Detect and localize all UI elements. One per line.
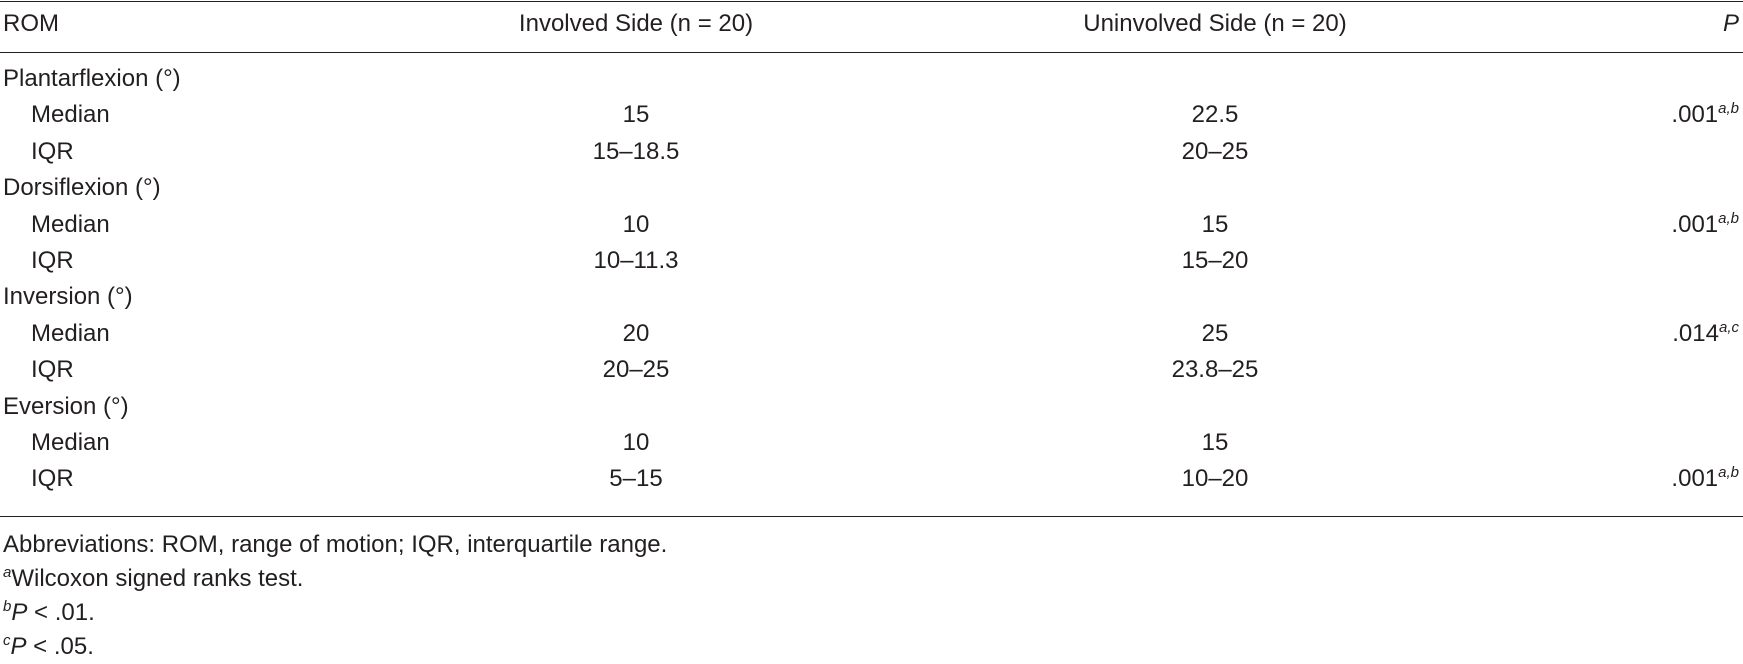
footnote-text: Abbreviations: ROM, range of motion; IQR… (3, 531, 668, 558)
group-label: Plantarflexion (°) (3, 65, 181, 92)
header-cell: Involved Side (n = 20) (518, 10, 754, 37)
row-label: IQR (31, 247, 74, 274)
group-label: Dorsiflexion (°) (3, 174, 161, 202)
group-label: Eversion (°) (3, 392, 129, 420)
p-number: .001 (1671, 465, 1719, 493)
row-label: Median (31, 210, 110, 238)
uninvolved-value: 25 (1201, 319, 1229, 347)
footnote: Abbreviations: ROM, range of motion; IQR… (3, 531, 667, 559)
footnote-text: < .05. (26, 633, 94, 660)
p-value: .001a,b (1671, 211, 1739, 239)
uninvolved-value: 22.5 (1191, 101, 1239, 129)
p-number: .014 (1672, 319, 1719, 347)
involved-value: 10 (622, 210, 650, 238)
rule (0, 516, 1743, 517)
row-label: Median (31, 429, 110, 456)
row-label: Median (31, 319, 110, 347)
footnote-marker: b (3, 598, 12, 615)
involved-value: 15 (622, 101, 650, 129)
header-cell: Uninvolved Side (n = 20) (1083, 10, 1347, 37)
group-label: Inversion (°) (3, 283, 133, 311)
involved-value: 20 (622, 319, 650, 347)
p-note: a,b (1718, 209, 1739, 227)
row-label: IQR (31, 137, 74, 165)
row-label: IQR (31, 465, 74, 493)
involved-value: 10 (622, 429, 650, 456)
uninvolved-value: 20–25 (1181, 137, 1249, 165)
footnote-marker: c (3, 632, 11, 649)
p-value: .014a,c (1672, 320, 1739, 348)
uninvolved-value: 15–20 (1181, 247, 1249, 274)
p-note: a,b (1718, 100, 1739, 118)
involved-value: 10–11.3 (593, 247, 679, 274)
header-cell: ROM (3, 10, 59, 37)
uninvolved-value: 10–20 (1181, 465, 1249, 493)
involved-value: 15–18.5 (592, 137, 680, 165)
p-value: .001a,b (1671, 101, 1739, 129)
footnote-text: Wilcoxon signed ranks test. (11, 565, 304, 592)
header-cell: P (1722, 10, 1739, 37)
p-number: .001 (1671, 101, 1719, 129)
p-note: a,b (1718, 464, 1739, 482)
footnote: aWilcoxon signed ranks test. (3, 565, 303, 593)
row-label: Median (31, 101, 110, 129)
footnote: bP < .01. (3, 599, 95, 627)
uninvolved-value: 23.8–25 (1171, 356, 1259, 384)
footnote-text: < .01. (27, 599, 95, 626)
rule (0, 52, 1743, 53)
p-note: a,c (1718, 318, 1739, 336)
p-number: .001 (1671, 210, 1719, 238)
uninvolved-value: 15 (1201, 210, 1229, 238)
p-value: .001a,b (1671, 465, 1739, 493)
footnote-marker: a (3, 564, 12, 581)
uninvolved-value: 15 (1201, 429, 1229, 456)
involved-value: 20–25 (602, 356, 670, 384)
footnote-symbol: P (11, 599, 28, 626)
footnote: cP < .05. (3, 633, 94, 661)
involved-value: 5–15 (609, 465, 663, 493)
rule (0, 1, 1743, 2)
row-label: IQR (31, 356, 74, 384)
footnote-symbol: P (10, 633, 27, 660)
